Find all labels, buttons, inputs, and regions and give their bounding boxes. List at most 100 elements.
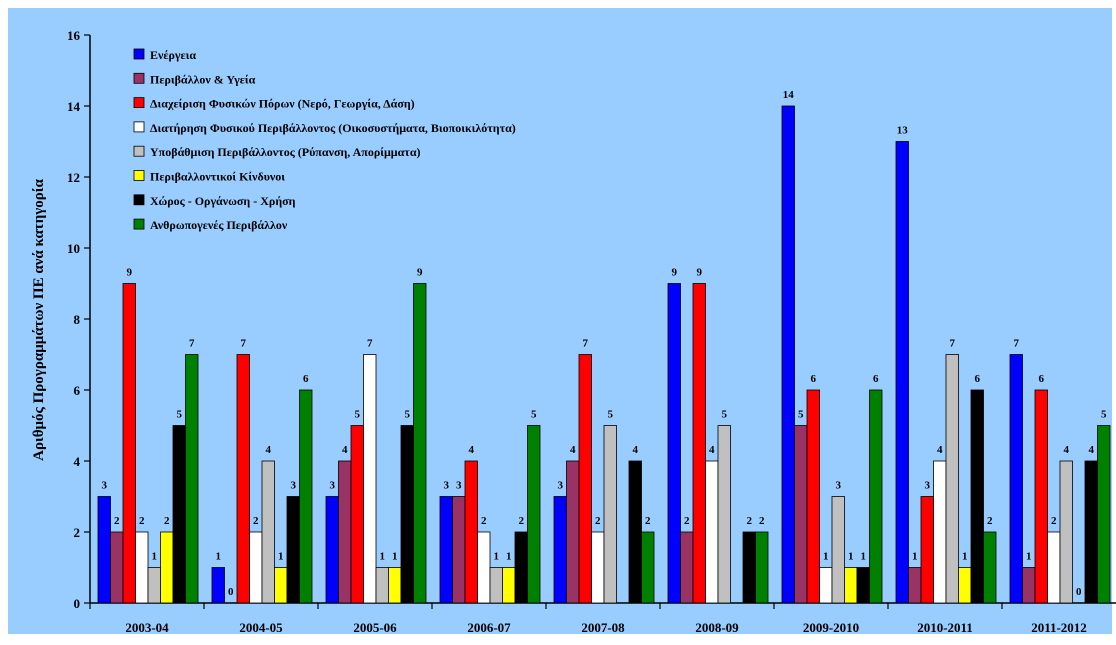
legend-label: Διατήρηση Φυσικού Περιβάλλοντος (Οικοσυσ… [150,121,516,135]
x-tick-label: 2010-2011 [917,620,973,635]
bar-value-label: 1 [1026,551,1032,563]
bar [110,531,124,604]
bar [261,460,275,604]
y-tick-label: 16 [67,28,81,43]
bar [895,141,909,604]
bar [794,425,808,604]
bar [489,567,503,604]
bar-value-label: 1 [380,551,386,563]
bar-value-label: 9 [417,267,423,279]
bar [172,425,186,604]
bar-value-label: 6 [975,373,981,385]
bar-value-label: 5 [531,409,537,421]
bar [147,567,161,604]
bar [502,567,516,604]
x-tick-label: 2003-04 [125,620,169,635]
bar [958,567,972,604]
legend-label: Διαχείριση Φυσικών Πόρων (Νερό, Γεωργία,… [150,97,415,111]
bar-value-label: 3 [925,480,931,492]
bar-value-label: 14 [783,89,795,101]
bar [566,460,580,604]
bar [831,496,845,604]
bar-value-label: 1 [392,551,398,563]
bar [477,531,491,604]
bar [514,531,528,604]
y-tick-label: 12 [67,170,80,185]
bar-value-label: 3 [330,480,336,492]
bar-value-label: 2 [759,515,765,527]
bar [527,425,541,604]
legend-label: Ενέργεια [150,48,196,62]
bar [755,531,769,604]
bar-value-label: 3 [102,480,108,492]
legend-swatch [133,170,145,181]
legend-swatch [133,72,145,84]
bar-value-label: 2 [114,515,120,527]
bar [819,567,833,604]
legend-label: Υποβάθμιση Περιβάλλοντος (Ρύπανση, Απορί… [150,145,421,159]
bar-value-label: 3 [456,480,462,492]
bar-value-label: 6 [1039,373,1045,385]
bar [1059,460,1073,604]
bar-value-label: 1 [506,551,512,563]
bar-value-label: 1 [278,551,284,563]
bar [680,531,694,604]
bar [742,531,756,604]
bar [970,389,984,604]
bar [236,354,250,604]
bar [641,531,655,604]
legend-label: Χώρος - Οργάνωση - Χρήση [150,194,296,208]
bar-value-label: 9 [672,267,678,279]
bar-value-label: 2 [139,515,145,527]
bar-value-label: 3 [291,480,297,492]
bar [211,567,225,604]
bar [553,496,567,604]
bar-value-label: 2 [164,515,170,527]
bar-value-label: 5 [608,409,614,421]
bar [717,425,731,604]
bar-value-label: 5 [798,409,804,421]
bar [1034,389,1048,604]
bar-value-label: 5 [355,409,361,421]
bar [1084,460,1098,604]
bars [97,105,1111,604]
bar [1097,425,1111,604]
bar-value-label: 6 [303,373,309,385]
bar-value-label: 4 [937,444,943,456]
bar [249,531,263,604]
bar [400,425,414,604]
y-tick-label: 2 [74,525,81,540]
bar-value-label: 5 [405,409,411,421]
bar-value-label: 1 [861,551,867,563]
bar [920,496,934,604]
bar-value-label: 4 [709,444,715,456]
bar-value-label: 6 [811,373,817,385]
bar-value-label: 7 [950,338,956,350]
bar [781,105,795,604]
bar [844,567,858,604]
bar [286,496,300,604]
bar-value-label: 0 [228,586,234,598]
legend-swatch [133,145,145,157]
x-tick-label: 2011-2012 [1031,620,1087,635]
legend-label: Περιβαλλοντικοί Κίνδυνοι [150,170,285,184]
bar-value-label: 1 [962,551,968,563]
bar [452,496,466,604]
bar-value-label: 13 [897,125,909,137]
bar [591,531,605,604]
bar [388,567,402,604]
bar-value-label: 4 [266,444,272,456]
bar-value-label: 2 [1051,515,1057,527]
legend-swatch [133,48,145,60]
y-axis-title: Αριθμός Προγραμμάτων ΠΕ ανά κατηγορία [31,179,47,461]
bar-value-label: 1 [823,551,829,563]
bar-value-label: 4 [1089,444,1095,456]
x-tick-label: 2007-08 [581,620,625,635]
bar [578,354,592,604]
bar-value-label: 1 [912,551,918,563]
legend-swatch [133,121,145,133]
bar [122,283,136,604]
bar-value-label: 7 [241,338,247,350]
